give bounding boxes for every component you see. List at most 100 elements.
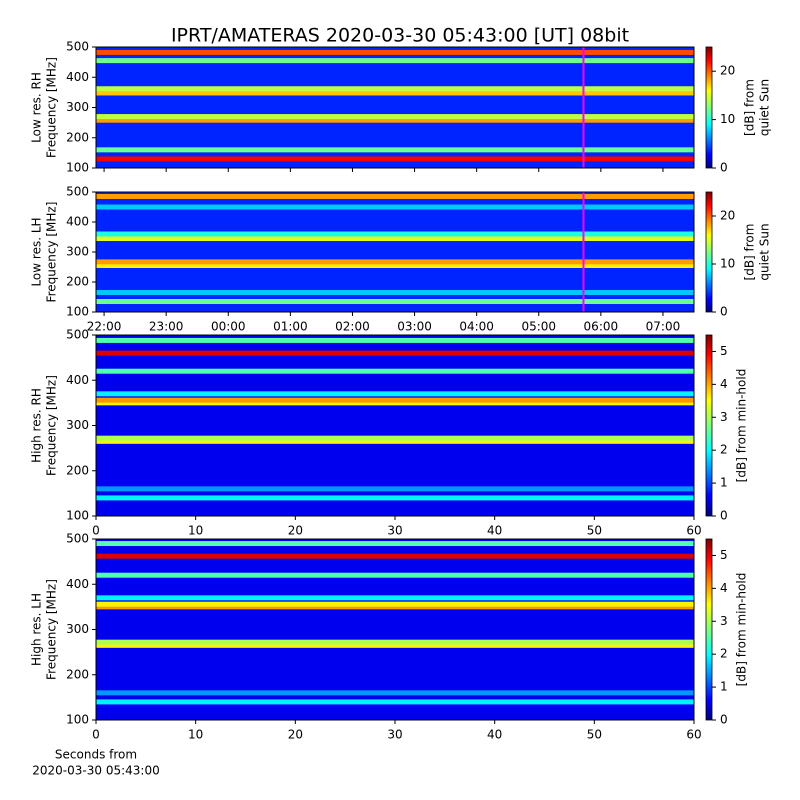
heatmap-band [96,337,694,343]
heatmap-band [96,642,694,648]
y-tick-label: 300 [66,245,89,259]
colorbar-tick-label: 0 [720,305,728,319]
heatmap-band [96,541,694,547]
heatmap-band [96,147,694,153]
x-tick-label: 23:00 [149,320,184,334]
x-tick-label: 0 [92,524,100,538]
colorbar-label: quiet Sun [758,223,772,280]
heatmap-band [96,86,694,92]
x-tick-label: 06:00 [584,320,619,334]
colorbar-tick-label: 1 [720,476,728,490]
heatmap-band [96,400,694,406]
heatmap-band [96,486,694,492]
heatmap-band [96,572,694,578]
colorbar-tick-label: 0 [720,509,728,523]
x-tick-label: 20 [288,728,303,742]
x-tick-label: 07:00 [646,320,681,334]
heatmap-band [96,156,694,162]
y-axis-label: Frequency [MHz] [45,375,59,476]
y-axis-label: High res. LH [30,593,44,666]
colorbar [705,46,713,169]
heatmap-band [96,435,694,441]
colorbar-tick-label: 3 [720,614,728,628]
y-tick-label: 100 [66,509,89,523]
y-tick-label: 200 [66,667,89,681]
y-tick-label: 100 [66,161,89,175]
x-tick-label: 03:00 [397,320,432,334]
heatmap-band [96,553,694,559]
heatmap-band [96,391,694,397]
colorbar-tick-label: 20 [720,64,735,78]
colorbar-tick-label: 3 [720,410,728,424]
y-axis-label: Frequency [MHz] [45,202,59,303]
figure-title: IPRT/AMATERAS 2020-03-30 05:43:00 [UT] 0… [171,25,629,47]
y-tick-label: 400 [66,70,89,84]
heatmap-band [96,90,694,96]
colorbar-tick-label: 5 [720,344,728,358]
colorbar-tick-label: 5 [720,548,728,562]
colorbar-tick-label: 2 [720,647,728,661]
x-axis-label: Seconds from [55,748,137,762]
y-axis-label: Frequency [MHz] [45,579,59,680]
colorbar-label: quiet Sun [758,79,772,136]
x-tick-label: 30 [387,524,402,538]
y-tick-label: 200 [66,275,89,289]
heatmap-band [96,204,694,210]
x-tick-label: 02:00 [335,320,370,334]
heatmap-band [96,290,694,295]
colorbar-tick-label: 2 [720,443,728,457]
heatmap-band [96,236,694,241]
colorbar-tick-label: 0 [720,161,728,175]
x-tick-label: 0 [92,728,100,742]
x-tick-label: 60 [686,728,701,742]
y-axis-label: Frequency [MHz] [45,57,59,158]
heatmap-background [96,335,694,516]
y-tick-label: 300 [66,100,89,114]
y-axis-label: Low res. LH [30,217,44,286]
y-tick-label: 200 [66,463,89,477]
x-tick-label: 10 [188,728,203,742]
heatmap-band [96,397,694,403]
y-axis-label: High res. RH [30,388,44,463]
x-tick-label: 22:00 [87,320,122,334]
heatmap-band [96,49,694,55]
y-tick-label: 400 [66,215,89,229]
y-tick-label: 200 [66,130,89,144]
colorbar [705,538,713,721]
colorbar-tick-label: 1 [720,680,728,694]
heatmap-band [96,699,694,705]
colorbar-label: [dB] from min-hold [735,369,749,483]
heatmap-band [96,117,694,123]
heatmap-band [96,58,694,64]
colorbar-tick-label: 4 [720,377,728,391]
y-tick-label: 100 [66,713,89,727]
colorbar-label: [dB] from min-hold [735,573,749,687]
x-tick-label: 60 [686,524,701,538]
y-tick-label: 500 [66,532,89,546]
colorbar-tick-label: 10 [720,257,735,271]
y-tick-label: 100 [66,305,89,319]
y-tick-label: 500 [66,40,89,54]
y-tick-label: 300 [66,418,89,432]
heatmap-band [96,114,694,120]
heatmap-band [96,231,694,237]
x-axis-label: 2020-03-30 05:43:00 [32,764,159,778]
y-tick-label: 500 [66,328,89,342]
heatmap-band [96,604,694,610]
x-tick-label: 50 [587,728,602,742]
colorbar [705,334,713,517]
x-tick-label: 40 [487,728,502,742]
heatmap-band [96,299,694,304]
heatmap-band [96,368,694,374]
colorbar-tick-label: 20 [720,209,735,223]
y-tick-label: 400 [66,577,89,591]
heatmap-band [96,639,694,645]
heatmap-band [96,438,694,444]
y-tick-label: 300 [66,622,89,636]
x-tick-label: 40 [487,524,502,538]
heatmap-band [96,595,694,601]
y-tick-label: 400 [66,373,89,387]
colorbar-tick-label: 4 [720,581,728,595]
heatmap-band [96,194,694,199]
heatmap-band [96,259,694,265]
